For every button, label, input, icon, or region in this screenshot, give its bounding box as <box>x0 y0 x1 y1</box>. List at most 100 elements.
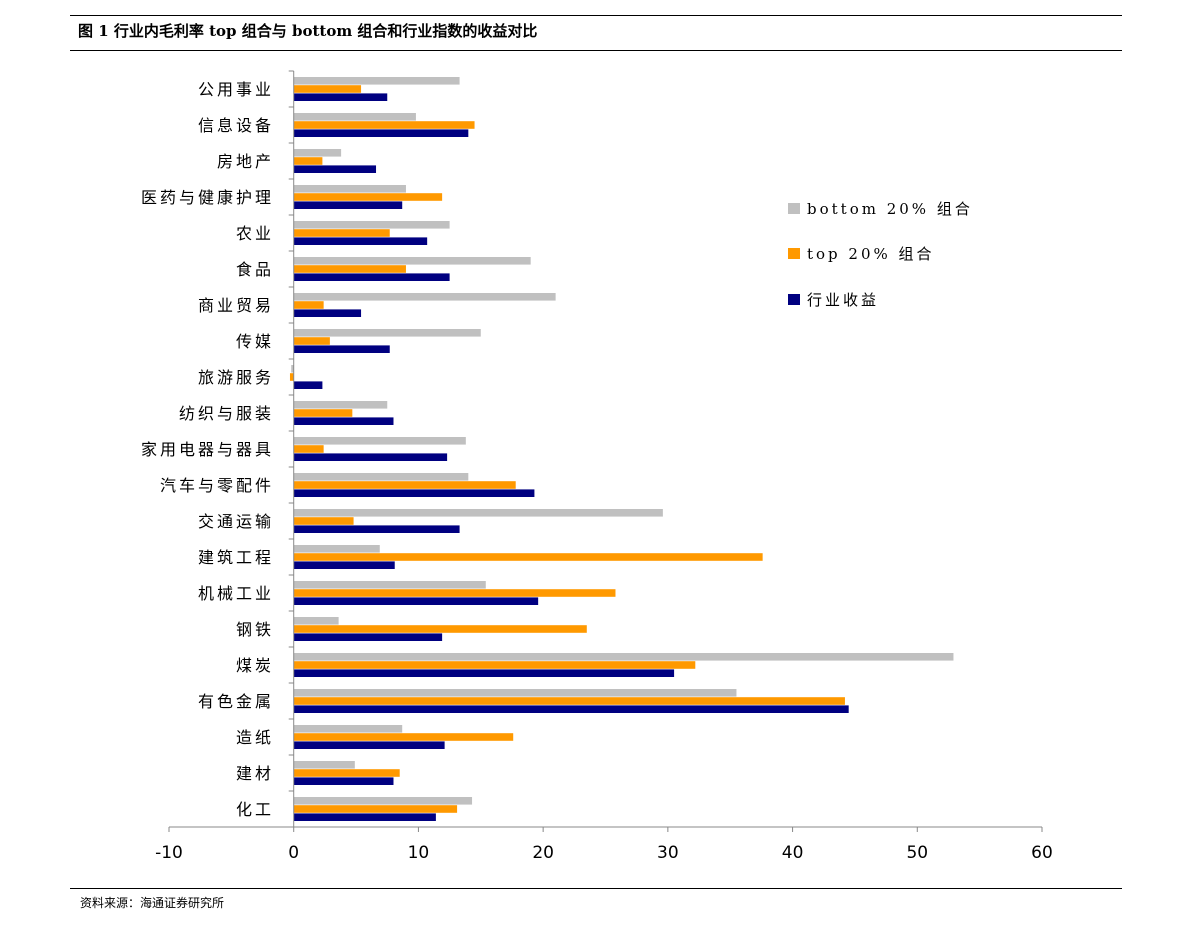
category-label: 机械工业 <box>198 584 274 603</box>
category-labels: 公用事业信息设备房地产医药与健康护理农业食品商业贸易传媒旅游服务纺织与服装家用电… <box>141 80 274 819</box>
x-tick-label: 0 <box>288 843 299 863</box>
bar-bottom-19 <box>293 761 355 769</box>
bar-top-5 <box>293 265 406 273</box>
bar-top-11 <box>293 481 516 489</box>
bar-industry-7 <box>293 345 390 353</box>
bar-top-18 <box>293 733 514 741</box>
bar-industry-15 <box>293 633 443 641</box>
category-label: 纺织与服装 <box>179 404 274 423</box>
bar-top-16 <box>293 661 696 669</box>
bar-industry-8 <box>293 381 323 389</box>
bar-top-12 <box>293 517 354 525</box>
bar-bottom-0 <box>293 77 460 85</box>
top-rule <box>70 15 1122 16</box>
bars-group <box>289 77 954 821</box>
legend-swatch <box>788 203 800 214</box>
legend-swatch <box>788 248 800 259</box>
legend-label: top 20% 组合 <box>807 245 935 263</box>
bar-top-20 <box>293 805 458 813</box>
legend-swatch <box>788 294 800 305</box>
bar-top-4 <box>293 229 390 237</box>
bar-bottom-8 <box>291 365 294 373</box>
source-note: 资料来源：海通证券研究所 <box>80 896 225 910</box>
bar-bottom-17 <box>293 689 737 697</box>
category-label: 交通运输 <box>198 512 274 531</box>
category-label: 旅游服务 <box>198 368 274 387</box>
x-tick-label: 10 <box>408 843 430 863</box>
bar-industry-2 <box>293 165 377 173</box>
bar-industry-12 <box>293 525 460 533</box>
x-tick-label: 50 <box>906 843 928 863</box>
category-label: 信息设备 <box>198 116 274 135</box>
bar-industry-9 <box>293 417 394 425</box>
bottom-rule <box>70 888 1122 889</box>
bar-industry-18 <box>293 741 445 749</box>
bar-bottom-2 <box>293 149 342 157</box>
bar-bottom-4 <box>293 221 450 229</box>
bar-industry-14 <box>293 597 539 605</box>
x-tick-label: 40 <box>782 843 804 863</box>
bar-top-10 <box>293 445 324 453</box>
bar-top-3 <box>293 193 443 201</box>
bar-chart: 公用事业信息设备房地产医药与健康护理农业食品商业贸易传媒旅游服务纺织与服装家用电… <box>141 70 1053 863</box>
bar-industry-13 <box>293 561 395 569</box>
category-label: 公用事业 <box>198 80 274 99</box>
bar-top-7 <box>293 337 330 345</box>
category-label: 有色金属 <box>198 692 274 711</box>
bar-bottom-14 <box>293 581 486 589</box>
category-label: 商业贸易 <box>198 296 274 315</box>
bar-top-8 <box>289 373 294 381</box>
category-label: 汽车与零配件 <box>160 476 274 495</box>
bar-top-14 <box>293 589 616 597</box>
bar-bottom-10 <box>293 437 466 445</box>
category-label: 建材 <box>236 764 274 783</box>
category-label: 建筑工程 <box>198 548 274 567</box>
bar-top-15 <box>293 625 587 633</box>
category-label: 化工 <box>236 800 274 819</box>
category-label: 传媒 <box>236 332 274 351</box>
category-label: 医药与健康护理 <box>141 188 274 207</box>
bar-bottom-11 <box>293 473 469 481</box>
bar-bottom-1 <box>293 113 416 121</box>
bar-bottom-20 <box>293 797 473 805</box>
x-tick-label: -10 <box>155 843 183 863</box>
x-tick-label: 20 <box>532 843 554 863</box>
bar-bottom-15 <box>293 617 339 625</box>
category-label: 造纸 <box>236 728 274 747</box>
bar-top-9 <box>293 409 353 417</box>
bar-bottom-3 <box>293 185 406 193</box>
bar-industry-6 <box>293 309 362 317</box>
bar-industry-16 <box>293 669 675 677</box>
bar-top-1 <box>293 121 475 129</box>
legend-label: bottom 20% 组合 <box>807 200 973 218</box>
bar-industry-11 <box>293 489 535 497</box>
bar-bottom-16 <box>293 653 954 661</box>
bar-bottom-5 <box>293 257 531 265</box>
bar-industry-5 <box>293 273 450 281</box>
bar-top-17 <box>293 697 845 705</box>
bar-bottom-6 <box>293 293 556 301</box>
chart-title: 图 1 行业内毛利率 top 组合与 bottom 组合和行业指数的收益对比 <box>78 22 538 40</box>
bar-top-2 <box>293 157 323 165</box>
x-tick-label: 30 <box>657 843 679 863</box>
bar-bottom-9 <box>293 401 388 409</box>
axes-group: -10 0 10 20 30 40 50 60 <box>155 70 1053 863</box>
category-label: 煤炭 <box>236 656 274 675</box>
bar-bottom-7 <box>293 329 481 337</box>
bar-bottom-12 <box>293 509 663 517</box>
legend-label: 行业收益 <box>807 291 879 309</box>
bar-top-19 <box>293 769 400 777</box>
category-label: 钢铁 <box>236 620 274 639</box>
bar-industry-20 <box>293 813 436 821</box>
bar-top-13 <box>293 553 763 561</box>
bar-industry-3 <box>293 201 403 209</box>
bar-industry-19 <box>293 777 394 785</box>
bar-top-6 <box>293 301 324 309</box>
bar-industry-10 <box>293 453 448 461</box>
category-label: 家用电器与器具 <box>141 440 274 459</box>
x-tick-label: 60 <box>1031 843 1053 863</box>
bar-industry-1 <box>293 129 469 137</box>
title-rule <box>70 50 1122 51</box>
bar-industry-4 <box>293 237 428 245</box>
